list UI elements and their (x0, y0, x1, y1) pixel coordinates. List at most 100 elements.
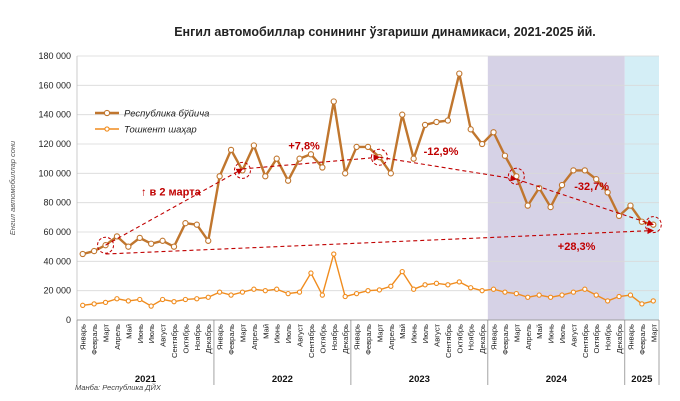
data-point (467, 126, 474, 133)
y-tick-label: 180 000 (38, 51, 71, 61)
shaded-period-2025 (624, 56, 659, 320)
x-tick-label: Август (432, 323, 441, 346)
data-point (650, 221, 657, 228)
x-tick-label: Март (375, 323, 384, 342)
x-tick-label: Апрель (250, 324, 259, 350)
data-point (342, 170, 349, 177)
data-point (468, 285, 474, 291)
data-point (570, 167, 577, 174)
data-point (410, 155, 417, 162)
data-point (80, 302, 86, 308)
x-tick-label: Март (238, 323, 247, 342)
data-point (90, 247, 98, 255)
data-point (433, 280, 440, 286)
x-tick-label: Июль (284, 324, 293, 343)
x-tick-label: Февраль (501, 324, 510, 355)
chart-title: Енгил автомобиллар сонининг ўзгариши дин… (174, 25, 596, 39)
data-point (284, 177, 292, 184)
y-tick-label: 120 000 (38, 139, 71, 149)
x-tick-label: Июнь (136, 324, 145, 343)
data-point (285, 290, 291, 297)
y-tick-label: 40 000 (43, 256, 71, 266)
x-tick-label: Октябрь (455, 324, 464, 353)
data-point (445, 282, 451, 288)
x-tick-label: Декабрь (615, 324, 624, 354)
data-point (205, 294, 211, 300)
x-tick-label: Январь (490, 324, 499, 350)
data-point (262, 288, 268, 294)
data-point (364, 143, 372, 151)
data-point (319, 292, 326, 298)
x-tick-label: Июль (421, 324, 430, 343)
x-tick-label: Март (512, 323, 521, 342)
data-point (615, 212, 623, 220)
x-tick-label: Сентябрь (307, 324, 316, 358)
x-tick-label: Сентябрь (444, 324, 453, 358)
data-point (193, 221, 200, 228)
x-tick-label: Декабрь (204, 324, 213, 354)
data-point (239, 289, 246, 295)
data-point (376, 287, 383, 293)
data-point (627, 202, 634, 209)
data-point (616, 293, 622, 300)
data-point (501, 152, 509, 159)
data-point (525, 294, 531, 300)
data-point (353, 290, 360, 297)
data-point (456, 279, 462, 285)
x-tick-label: Декабрь (478, 324, 487, 354)
data-point (307, 151, 315, 158)
legend-marker (104, 126, 110, 132)
x-tick-label: Ноябрь (604, 324, 613, 350)
year-label: 2025 (631, 374, 653, 385)
data-point (171, 299, 177, 305)
data-point (159, 296, 166, 303)
data-point (319, 164, 326, 171)
data-point (216, 173, 223, 180)
annotation-arrow (105, 227, 654, 255)
data-point (399, 111, 406, 118)
data-point (216, 289, 223, 295)
x-tick-label: Февраль (227, 324, 236, 355)
x-tick-label: Август (159, 323, 168, 346)
year-label: 2023 (409, 374, 430, 385)
data-point (102, 299, 109, 306)
x-tick-label: Ноябрь (330, 324, 339, 350)
data-point (330, 98, 337, 105)
data-point (593, 292, 599, 298)
x-tick-label: Январь (353, 324, 362, 350)
data-point (137, 296, 143, 303)
legend-label: Республика бўйича (124, 109, 209, 120)
x-tick-label: Июнь (410, 324, 419, 343)
annotation-arrow (242, 154, 381, 170)
x-tick-label: Январь (216, 324, 225, 350)
highlight-circle (370, 148, 388, 166)
y-tick-label: 60 000 (43, 227, 71, 237)
data-point (456, 70, 463, 77)
data-point (490, 129, 497, 136)
data-point (547, 203, 554, 211)
x-tick-label: Апрель (387, 324, 396, 350)
data-point (444, 117, 452, 124)
data-point (91, 301, 97, 307)
x-tick-label: Сентябрь (581, 324, 590, 358)
x-tick-label: Июль (147, 324, 156, 343)
annotation-label: ↑ в 2 марта (141, 186, 202, 198)
x-tick-label: Август (569, 323, 578, 346)
data-point (593, 176, 600, 183)
data-point (308, 270, 314, 276)
x-tick-label: Апрель (524, 324, 533, 350)
annotation-arrow (379, 156, 518, 182)
data-point (79, 250, 86, 258)
data-point (536, 292, 542, 298)
y-tick-label: 80 000 (43, 198, 71, 208)
y-tick-label: 20 000 (43, 286, 71, 296)
annotation-label: +7,8% (288, 141, 320, 153)
data-point (524, 202, 531, 209)
data-point (388, 283, 394, 289)
data-point (479, 288, 485, 294)
data-point (342, 293, 348, 300)
year-label: 2024 (546, 374, 568, 385)
data-point (353, 143, 360, 151)
data-point (114, 296, 120, 302)
